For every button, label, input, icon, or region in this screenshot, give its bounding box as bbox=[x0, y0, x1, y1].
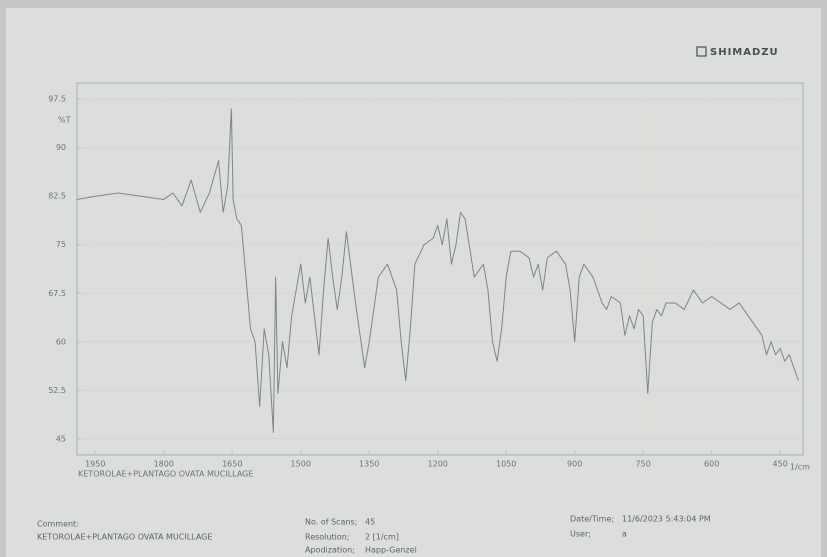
x-tick-label: 1500 bbox=[291, 460, 311, 469]
y-tick-label: 90 bbox=[56, 143, 66, 152]
apodization: Happ-Genzel bbox=[365, 546, 417, 555]
y-tick-label: 82.5 bbox=[48, 192, 66, 201]
screenshot: SHIMADZU %T 1/cm KETOROLAE+PLANTAGO OVAT… bbox=[0, 0, 827, 557]
brand: SHIMADZU bbox=[710, 47, 779, 58]
x-tick-label: 750 bbox=[636, 460, 651, 469]
page: {"brand": "SHIMADZU", "chart_data": { "t… bbox=[0, 0, 827, 557]
x-tick-label: 1050 bbox=[496, 460, 516, 469]
comment-label: Comment: bbox=[37, 520, 79, 529]
resolution: 2 [1/cm] bbox=[365, 533, 399, 542]
y-tick-label: 45 bbox=[56, 434, 66, 443]
sample-name: KETOROLAE+PLANTAGO OVATA MUCILLAGE bbox=[78, 470, 253, 479]
x-axis-label: 1/cm bbox=[790, 463, 810, 472]
x-tick-label: 600 bbox=[704, 460, 719, 469]
x-tick-label: 1350 bbox=[359, 460, 379, 469]
y-tick-label: 60 bbox=[56, 337, 66, 346]
x-tick-label: 1200 bbox=[428, 460, 448, 469]
datetime-label: Date/Time; bbox=[570, 515, 614, 524]
user-label: User; bbox=[570, 530, 591, 539]
y-tick-label: 97.5 bbox=[48, 95, 66, 104]
y-tick-label: 67.5 bbox=[48, 289, 66, 298]
user: a bbox=[622, 530, 627, 539]
datetime: 11/6/2023 5:43:04 PM bbox=[622, 515, 711, 524]
resolution-label: Resolution; bbox=[305, 533, 350, 542]
x-tick-label: 900 bbox=[567, 460, 582, 469]
apodization-label: Apodization; bbox=[305, 546, 355, 555]
y-axis-label: %T bbox=[58, 116, 71, 125]
scans-label: No. of Scans; bbox=[305, 518, 357, 527]
comment: KETOROLAE+PLANTAGO OVATA MUCILLAGE bbox=[37, 533, 212, 542]
x-tick-label: 1950 bbox=[85, 460, 105, 469]
y-tick-label: 75 bbox=[56, 240, 66, 249]
scans: 45 bbox=[365, 518, 375, 527]
x-tick-label: 1800 bbox=[154, 460, 174, 469]
y-tick-label: 52.5 bbox=[48, 386, 66, 395]
x-tick-label: 1650 bbox=[222, 460, 242, 469]
x-tick-label: 450 bbox=[773, 460, 788, 469]
